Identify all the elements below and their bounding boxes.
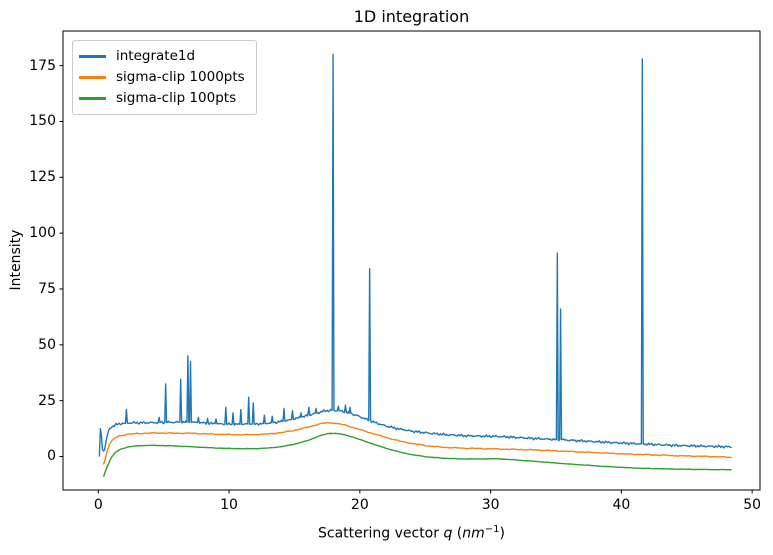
x-tick-label: 50 bbox=[743, 497, 762, 513]
y-tick-label: 125 bbox=[29, 169, 56, 186]
legend-item-sigma-clip-1000pts: sigma-clip 1000pts bbox=[79, 67, 245, 88]
legend-label: sigma-clip 1000pts bbox=[116, 69, 245, 85]
y-axis-label: Intensity bbox=[8, 229, 24, 291]
x-axis-label-exponent: −1 bbox=[484, 524, 500, 535]
legend-line-swatch-orange bbox=[79, 76, 106, 79]
legend-item-integrate1d: integrate1d bbox=[79, 46, 245, 67]
x-axis-label: Scattering vector q (nm−1) bbox=[63, 524, 760, 542]
legend: integrate1d sigma-clip 1000pts sigma-cli… bbox=[72, 40, 257, 115]
chart-title: 1D integration bbox=[353, 7, 470, 26]
legend-label: sigma-clip 100pts bbox=[116, 90, 237, 106]
x-axis-label-paren: ( bbox=[452, 525, 463, 542]
x-tick-label: 0 bbox=[93, 497, 103, 513]
x-tick-label: 10 bbox=[220, 497, 238, 513]
y-tick-label: 150 bbox=[29, 113, 56, 130]
y-tick-label: 50 bbox=[38, 336, 56, 353]
y-tick-label: 25 bbox=[38, 392, 56, 409]
x-tick-label: 30 bbox=[481, 497, 500, 513]
y-tick-label: 175 bbox=[29, 57, 56, 74]
x-axis-label-text: Scattering vector bbox=[317, 525, 444, 542]
series-line-integrate1d bbox=[98, 53, 732, 457]
x-axis-label-q: q bbox=[443, 525, 453, 542]
legend-label: integrate1d bbox=[116, 48, 196, 64]
y-tick-label: 0 bbox=[47, 448, 56, 465]
legend-item-sigma-clip-100pts: sigma-clip 100pts bbox=[79, 88, 245, 109]
x-tick-label: 20 bbox=[350, 497, 369, 513]
legend-line-swatch-green bbox=[79, 97, 106, 100]
y-tick-label: 100 bbox=[29, 225, 56, 242]
x-axis-label-close-paren: ) bbox=[499, 525, 505, 542]
x-axis-label-unit: nm bbox=[462, 525, 485, 542]
x-tick-label: 40 bbox=[612, 497, 631, 513]
series-line-sigma-clip-100pts bbox=[102, 432, 732, 477]
y-tick-label: 75 bbox=[38, 280, 56, 297]
legend-line-swatch-blue bbox=[79, 55, 106, 58]
axes-spines bbox=[62, 30, 761, 491]
series-line-sigma-clip-1000pts bbox=[102, 421, 732, 465]
